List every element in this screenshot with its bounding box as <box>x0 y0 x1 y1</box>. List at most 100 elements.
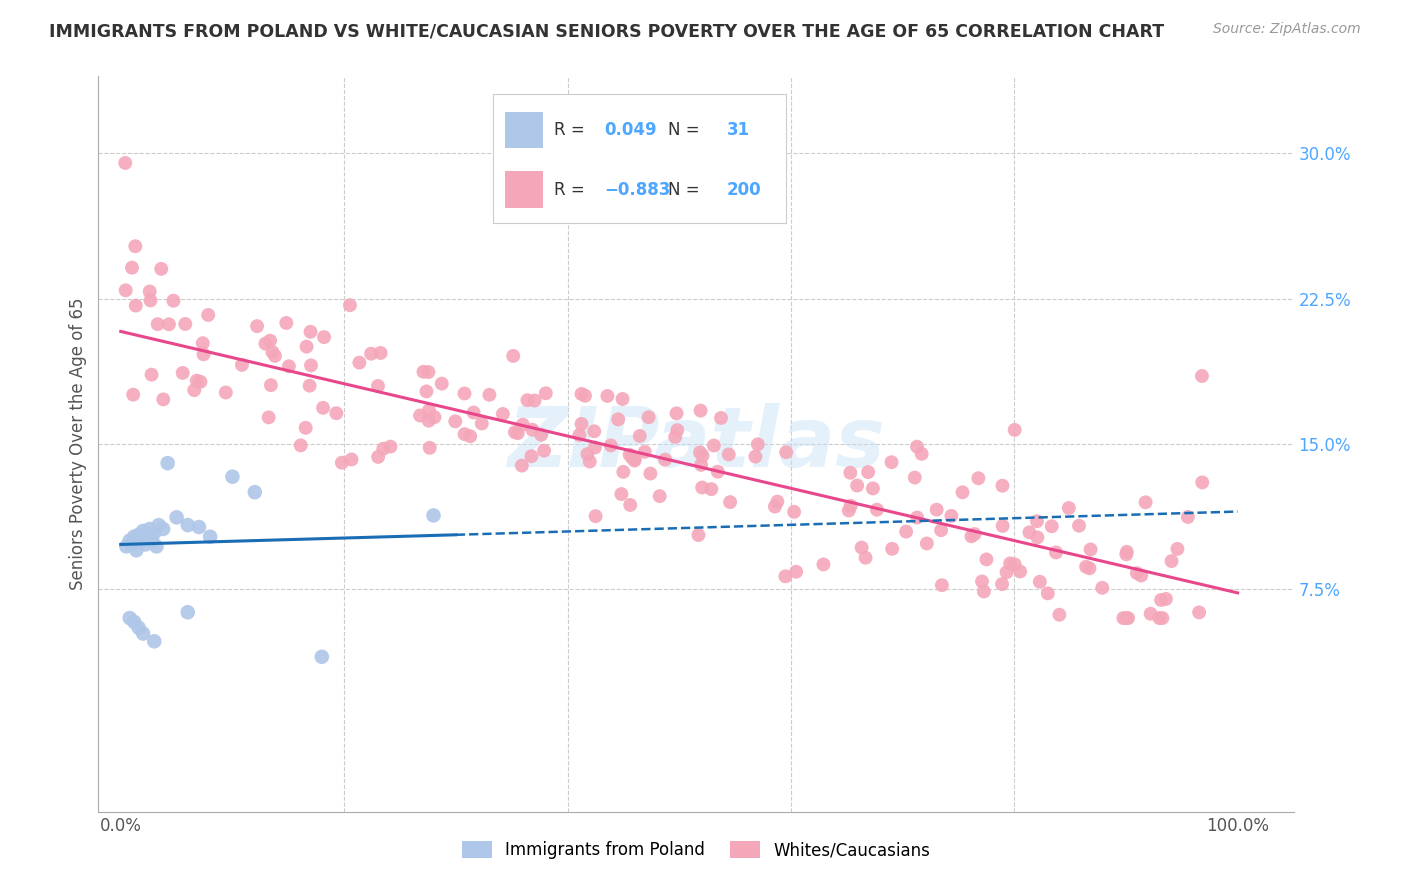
Point <box>929 523 952 537</box>
Point <box>998 557 1021 571</box>
Point <box>1074 559 1097 574</box>
Point <box>1191 369 1213 384</box>
Point <box>325 406 347 420</box>
Point <box>717 447 740 461</box>
Point <box>1177 510 1199 524</box>
Point <box>905 440 928 454</box>
Point <box>839 499 862 513</box>
Point <box>299 359 322 373</box>
Point <box>991 478 1014 492</box>
Point <box>254 336 277 351</box>
Point <box>121 260 143 275</box>
Point <box>530 427 553 442</box>
Point <box>198 530 221 544</box>
Point <box>880 455 903 469</box>
Point <box>692 449 714 463</box>
Point <box>612 392 634 406</box>
Point <box>585 509 607 524</box>
Point <box>141 533 163 548</box>
Point <box>1080 542 1102 557</box>
Point <box>118 533 141 548</box>
Point <box>330 456 353 470</box>
Point <box>995 566 1018 580</box>
Point <box>1116 611 1139 625</box>
Point <box>122 530 145 544</box>
Point <box>197 308 219 322</box>
Point <box>506 426 529 441</box>
Point <box>152 522 174 536</box>
Point <box>851 541 873 555</box>
Point <box>963 527 986 541</box>
Point <box>619 498 641 512</box>
Point <box>689 403 711 417</box>
Point <box>294 421 316 435</box>
Point <box>689 445 711 459</box>
Point <box>122 387 145 401</box>
Point <box>1139 607 1161 621</box>
Point <box>187 520 209 534</box>
Point <box>1018 525 1040 540</box>
Point <box>340 452 363 467</box>
Point <box>418 414 440 428</box>
Point <box>1091 581 1114 595</box>
Point <box>710 411 733 425</box>
Point <box>471 417 494 431</box>
Point <box>430 376 453 391</box>
Point <box>1057 501 1080 516</box>
Point <box>121 537 143 551</box>
Point <box>620 450 643 465</box>
Point <box>520 449 543 463</box>
Point <box>747 437 769 451</box>
Point <box>295 340 318 354</box>
Point <box>576 447 599 461</box>
Point <box>418 365 440 379</box>
Point <box>607 412 630 426</box>
Point <box>960 529 983 543</box>
Point <box>148 518 170 533</box>
Point <box>312 401 335 415</box>
Point <box>1040 519 1063 533</box>
Point <box>1126 566 1149 581</box>
Point <box>373 442 395 456</box>
Point <box>136 530 159 544</box>
Point <box>1029 574 1052 589</box>
Point <box>125 299 148 313</box>
Point <box>523 393 546 408</box>
Point <box>125 543 148 558</box>
Point <box>122 615 145 629</box>
Point <box>277 359 299 374</box>
Point <box>623 453 645 467</box>
Point <box>690 481 713 495</box>
Point <box>1115 547 1137 561</box>
Point <box>610 487 633 501</box>
Point <box>718 495 741 509</box>
Point <box>264 349 287 363</box>
Point <box>503 425 526 440</box>
Point <box>114 156 136 170</box>
Point <box>349 356 371 370</box>
Point <box>533 443 555 458</box>
Point <box>970 574 993 589</box>
Point <box>257 410 280 425</box>
Point <box>640 467 662 481</box>
Point <box>115 540 138 554</box>
Point <box>1004 423 1026 437</box>
Point <box>157 318 180 332</box>
Point <box>666 423 689 437</box>
Point <box>177 605 200 619</box>
Point <box>1026 514 1049 528</box>
Point <box>190 375 212 389</box>
Point <box>574 389 596 403</box>
Point <box>706 465 728 479</box>
Point <box>141 368 163 382</box>
Point <box>1026 530 1049 544</box>
Point <box>1149 611 1171 625</box>
Point <box>619 448 641 462</box>
Point <box>1150 593 1173 607</box>
Point <box>596 389 619 403</box>
Point <box>502 349 524 363</box>
Point <box>904 470 927 484</box>
Point <box>145 540 167 554</box>
Point <box>915 536 938 550</box>
Point <box>991 577 1014 591</box>
